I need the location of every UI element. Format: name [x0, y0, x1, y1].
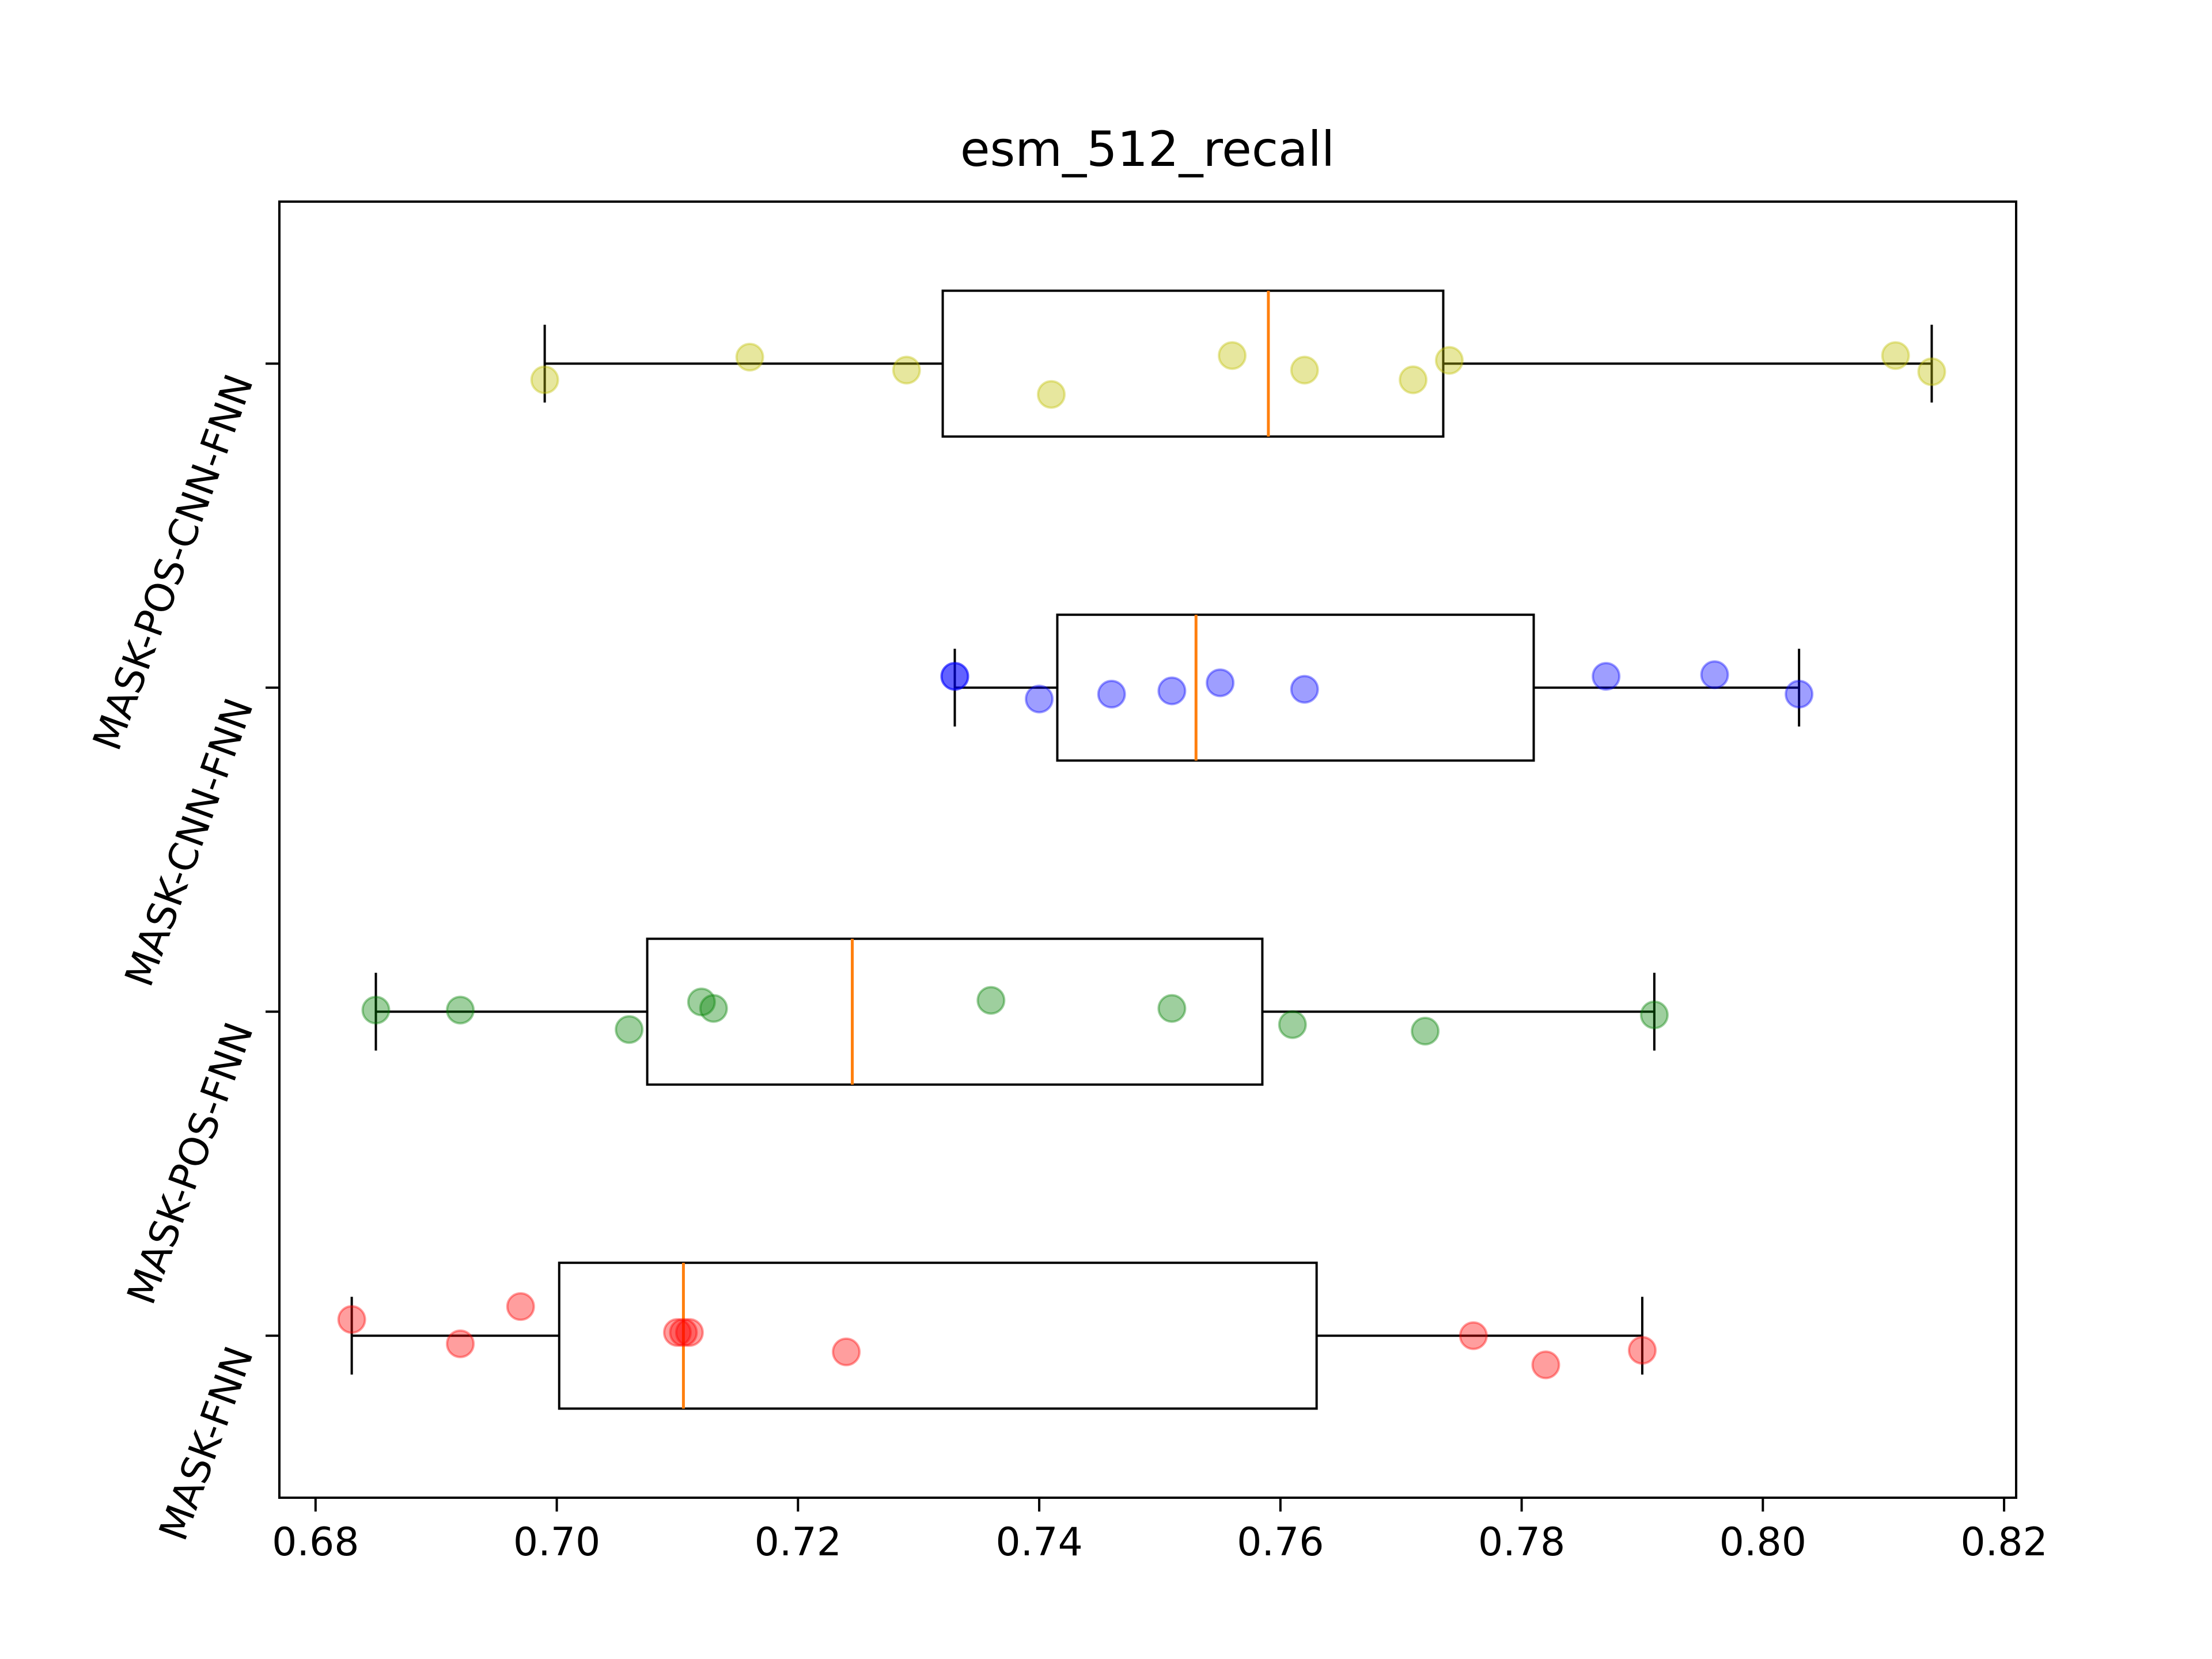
- x-tick-label: 0.70: [513, 1520, 600, 1565]
- x-tick-label: 0.80: [1719, 1520, 1806, 1565]
- data-point: [1399, 365, 1428, 395]
- data-point: [735, 343, 764, 372]
- data-point: [1785, 680, 1814, 709]
- data-point: [662, 1318, 692, 1347]
- data-point: [1278, 1010, 1307, 1039]
- data-point: [892, 355, 921, 385]
- data-point: [1037, 380, 1066, 409]
- box-group-mask-cnn-fnn: [940, 613, 1814, 762]
- data-point: [1434, 346, 1464, 375]
- data-point: [530, 365, 559, 395]
- data-point: [1218, 341, 1247, 370]
- data-point: [1881, 341, 1910, 370]
- x-tick-label: 0.72: [755, 1520, 842, 1565]
- iqr-box: [941, 289, 1445, 438]
- data-point: [669, 1318, 698, 1347]
- iqr-box: [646, 937, 1264, 1086]
- data-point: [1592, 662, 1621, 691]
- data-point: [337, 1305, 366, 1334]
- data-point: [675, 1318, 704, 1347]
- data-point: [1157, 676, 1187, 706]
- x-tick-label: 0.78: [1478, 1520, 1565, 1565]
- plot-frame: [278, 200, 2017, 1499]
- data-point: [699, 994, 728, 1023]
- data-point: [615, 1015, 644, 1044]
- data-point: [976, 986, 1006, 1015]
- data-point: [832, 1337, 861, 1366]
- x-tick-label: 0.74: [995, 1520, 1082, 1565]
- iqr-box: [1056, 613, 1535, 762]
- box-group-mask-pos-fnn: [361, 937, 1669, 1086]
- data-point: [446, 995, 475, 1025]
- x-axis: 0.68 0.70 0.72 0.74 0.76 0.78 0.80 0.82: [272, 1498, 2048, 1565]
- x-tick-label: 0.68: [272, 1520, 359, 1565]
- data-point: [1025, 684, 1054, 714]
- plot-marks: [337, 289, 1946, 1410]
- box-group-mask-pos-cnn-fnn: [530, 289, 1946, 438]
- data-point: [687, 987, 716, 1017]
- data-point: [1411, 1017, 1440, 1046]
- iqr-box: [558, 1262, 1318, 1410]
- data-point: [1459, 1321, 1488, 1350]
- data-point: [1290, 355, 1319, 385]
- data-point: [1700, 660, 1729, 690]
- data-point: [940, 662, 969, 691]
- box-group-mask-fnn: [337, 1262, 1657, 1410]
- data-point: [1639, 1000, 1669, 1029]
- data-point: [1157, 994, 1187, 1023]
- data-point: [1206, 668, 1235, 698]
- data-point: [361, 995, 391, 1025]
- x-tick-label: 0.76: [1237, 1520, 1324, 1565]
- data-point: [1290, 675, 1319, 704]
- data-point: [1097, 680, 1126, 709]
- data-point: [446, 1329, 475, 1358]
- data-point: [506, 1292, 535, 1321]
- data-point: [1627, 1336, 1657, 1365]
- data-point: [940, 662, 969, 691]
- chart-title: esm_512_recall: [960, 121, 1335, 177]
- data-point: [1531, 1350, 1560, 1380]
- x-tick-label: 0.82: [1960, 1520, 2047, 1565]
- data-point: [1917, 357, 1946, 387]
